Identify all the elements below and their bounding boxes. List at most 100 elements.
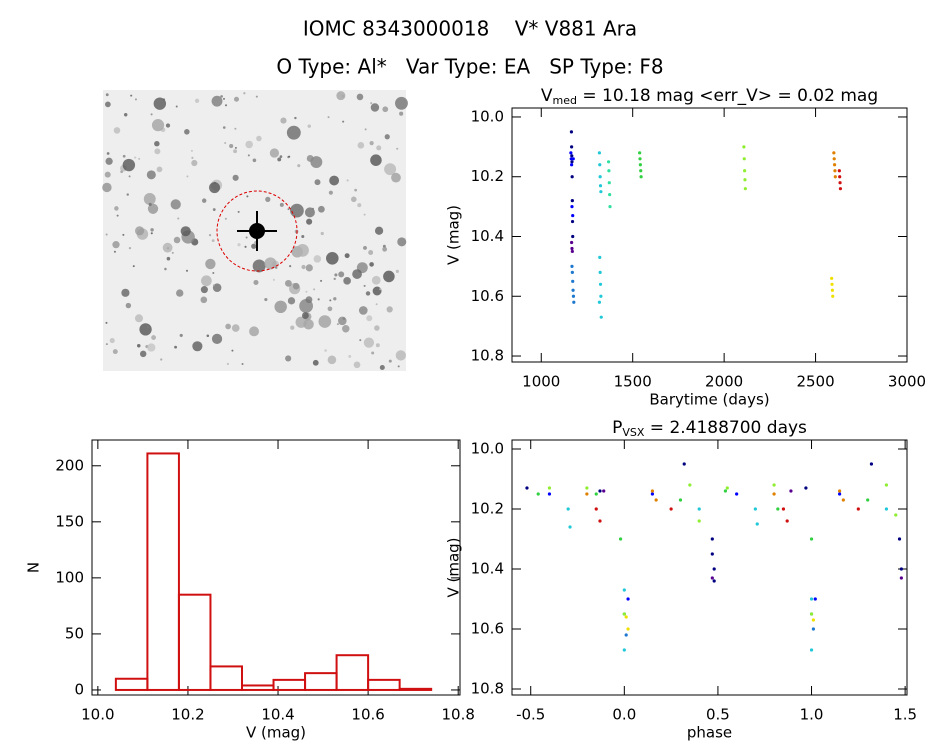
star [226,362,229,366]
star [297,164,301,168]
star [208,234,212,237]
star [246,195,249,198]
point [572,300,576,304]
point [606,160,611,164]
star [175,105,178,108]
star [285,355,292,362]
point [525,486,529,490]
point [723,489,728,493]
star [366,315,373,322]
star [249,326,259,337]
point [618,537,623,541]
point [830,276,834,280]
point [594,507,598,511]
star [252,158,257,163]
star [154,148,161,155]
star [290,203,304,218]
point [571,234,575,239]
star [120,170,124,174]
star [234,127,237,130]
star [213,181,216,184]
point [831,294,835,298]
star [241,363,244,366]
star [296,243,309,257]
point [897,537,902,541]
y-tick-label: 100 [55,568,84,586]
hist-bar [398,687,433,691]
star [151,335,157,340]
hist-bar [177,593,212,691]
point [570,205,574,209]
star [329,299,332,302]
star [135,226,145,236]
star [112,241,120,249]
aperture [216,190,298,272]
star [350,196,357,203]
hist-bar [114,677,149,691]
star [301,264,306,270]
star [277,157,282,162]
x-tick-label: 1000 [522,373,560,391]
star [151,119,165,132]
star [376,145,382,151]
chart-title: Vmed = 10.18 mag <err_V> = 0.02 mag [541,86,878,107]
point [838,181,842,185]
star [185,269,189,272]
star [382,106,389,113]
point [838,187,843,191]
star [344,253,350,259]
star [369,262,374,267]
star [143,193,156,205]
x-axis-label: phase [687,724,732,742]
page-title: IOMC 8343000018 V* V881 Ara [303,17,637,41]
star [338,316,347,326]
star [342,120,345,123]
point [570,154,574,158]
point [809,597,814,601]
star [244,245,247,248]
x-tick-label: 10.6 [351,706,384,724]
point [710,576,714,580]
star [146,326,149,329]
star [395,350,406,361]
y-tick-label: 10.4 [471,227,504,245]
point [894,513,898,517]
point [742,145,746,149]
star [318,205,325,213]
y-axis-label: N [25,562,43,573]
star [211,239,215,243]
point [570,219,575,224]
star [184,129,190,135]
hist-bar [209,665,243,691]
star [328,190,333,195]
star [395,96,408,110]
star [255,95,258,98]
star [363,284,366,287]
star [148,202,152,206]
point [725,486,729,490]
star [105,343,108,346]
x-tick-label: 10.0 [81,706,114,724]
star [364,128,367,131]
point [622,588,626,592]
point [566,507,570,511]
y-tick-label: 0 [74,680,84,698]
star [126,193,129,196]
point [622,612,626,616]
star [338,271,345,278]
star [113,250,116,253]
point [626,627,630,631]
star [224,142,227,145]
star [211,95,223,107]
star [243,92,246,95]
star [375,343,380,348]
y-tick-label: 10.8 [471,680,504,698]
title-sub: VSX [622,426,645,439]
sky-image [102,90,408,371]
point [776,507,780,511]
star [150,228,154,232]
point [594,492,598,496]
star [357,142,365,149]
point [597,300,602,304]
